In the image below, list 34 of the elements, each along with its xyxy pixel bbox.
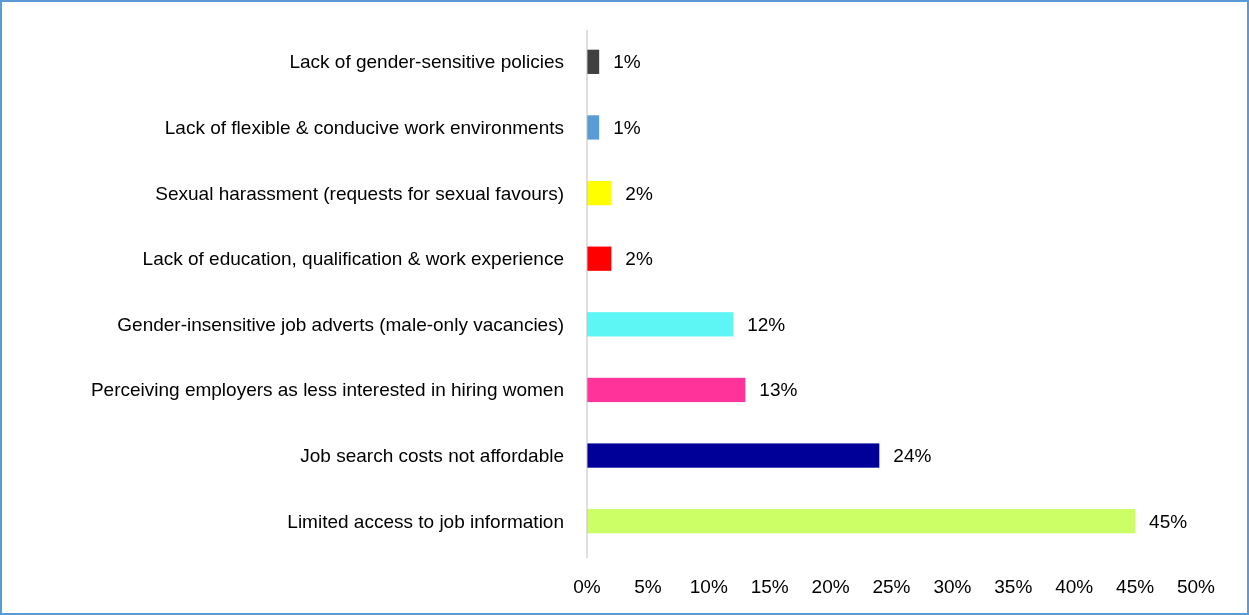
y-tick-label: Lack of gender-sensitive policies bbox=[289, 51, 564, 73]
bar bbox=[587, 246, 612, 271]
y-tick-label: Lack of flexible & conducive work environments bbox=[164, 116, 564, 138]
x-tick-label: 40% bbox=[1055, 575, 1094, 597]
x-tick-label: 50% bbox=[1176, 575, 1216, 597]
x-tick-label: 35% bbox=[994, 575, 1033, 597]
y-tick-label: Lack of education, qualification & work experience bbox=[142, 248, 564, 270]
bar bbox=[587, 115, 600, 140]
x-tick-label: 10% bbox=[689, 575, 728, 597]
bar bbox=[587, 377, 746, 403]
y-tick-label: Perceiving employers as less interested in hiring women bbox=[90, 379, 564, 401]
x-tick-label: 15% bbox=[750, 575, 789, 597]
bar bbox=[587, 509, 1136, 534]
bar bbox=[587, 312, 734, 337]
data-label: 1% bbox=[613, 51, 641, 73]
data-label: 2% bbox=[625, 248, 653, 270]
x-tick-label: 0% bbox=[573, 575, 601, 597]
bar bbox=[587, 180, 612, 206]
bar bbox=[587, 443, 880, 468]
y-tick-label: Limited access to job information bbox=[287, 510, 564, 532]
data-label: 2% bbox=[625, 182, 653, 204]
y-tick-label: Job search costs not affordable bbox=[300, 445, 564, 467]
data-label: 1% bbox=[613, 116, 641, 138]
x-tick-label: 30% bbox=[933, 575, 972, 597]
x-tick-label: 5% bbox=[634, 575, 662, 597]
y-tick-label: Sexual harassment (requests for sexual favours) bbox=[155, 182, 564, 204]
data-label: 13% bbox=[759, 379, 798, 401]
data-label: 45% bbox=[1149, 510, 1188, 532]
x-tick-label: 45% bbox=[1116, 575, 1155, 597]
data-label: 12% bbox=[747, 313, 786, 335]
x-tick-label: 20% bbox=[811, 575, 850, 597]
x-tick-label: 25% bbox=[872, 575, 911, 597]
y-tick-label: Gender-insensitive job adverts (male-only vacancies) bbox=[117, 313, 564, 335]
data-label: 24% bbox=[893, 445, 932, 467]
